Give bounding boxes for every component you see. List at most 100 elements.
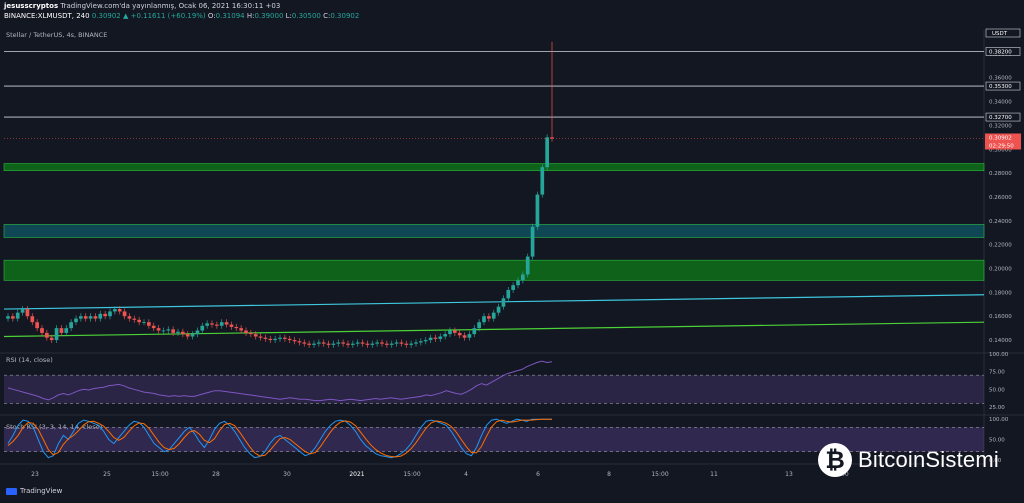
candle-body — [307, 343, 311, 345]
stoch-tick-label: 0.00 — [989, 458, 1002, 464]
candle-body — [113, 309, 117, 312]
candle-body — [535, 194, 540, 227]
rsi-line — [7, 360, 553, 402]
candle-body — [394, 342, 399, 344]
candle-body — [30, 316, 35, 323]
candle-body — [142, 322, 146, 323]
support-zone — [3, 163, 985, 172]
candle-body — [117, 309, 122, 312]
price-tick-label: 0.30000 — [989, 147, 1012, 153]
tradingview-logo[interactable]: TradingView — [6, 487, 62, 495]
candle-body — [482, 316, 486, 323]
candle-body — [181, 331, 185, 335]
candle-body — [127, 316, 132, 319]
candle-body — [321, 342, 326, 344]
time-tick-label: 6 — [536, 471, 540, 478]
candle-body — [15, 312, 20, 319]
candle-body — [375, 342, 379, 344]
candle-body — [297, 341, 302, 343]
time-tick-label: 25 — [103, 471, 111, 478]
candle-body — [521, 274, 525, 281]
price-tick-label: 0.28000 — [989, 171, 1012, 177]
rsi-tick-label: 50.00 — [989, 387, 1005, 393]
candle-body — [365, 343, 370, 345]
candle-body — [215, 324, 219, 326]
candle-body — [83, 316, 88, 319]
time-tick-label: 15:00 — [651, 471, 668, 478]
close-label: C: — [323, 12, 331, 20]
high-value: 0.39000 — [254, 12, 284, 20]
candle-body — [239, 328, 243, 331]
candle-body — [132, 318, 137, 320]
last-price-box — [985, 133, 1021, 142]
footer — [0, 482, 1024, 503]
candle-body — [453, 330, 457, 333]
candle-body — [326, 343, 331, 345]
candle-body — [268, 338, 273, 341]
candle-body — [224, 322, 229, 325]
level-label-box — [985, 47, 1021, 56]
publisher-name[interactable]: jesusscryptos — [4, 2, 59, 10]
candle-body — [287, 338, 292, 341]
price-tick-label: 0.26000 — [989, 195, 1012, 201]
candle-body — [283, 337, 287, 339]
open-value: 0.31094 — [215, 12, 245, 20]
bitcoin-coin-icon: ₿ — [818, 443, 852, 477]
low-value: 0.30500 — [291, 12, 321, 20]
candle-body — [40, 328, 44, 333]
candle-body — [219, 322, 224, 326]
price-tick-label: 0.32000 — [989, 123, 1012, 129]
price-tick-label: 0.14000 — [989, 338, 1012, 344]
candle-body — [74, 318, 78, 323]
symbol-label[interactable]: BINANCE:XLMUSDT, 240 — [4, 12, 90, 20]
candle-body — [98, 313, 103, 319]
candle-body — [423, 340, 428, 342]
candle-body — [249, 332, 253, 335]
candle-body — [292, 340, 297, 342]
countdown-label: 02:29:50 — [989, 144, 1014, 150]
candle-body — [404, 343, 409, 345]
candle-body — [433, 337, 438, 339]
level-label-box — [985, 112, 1021, 122]
stoch-k-line — [7, 418, 552, 459]
time-tick-label: 11 — [710, 471, 718, 478]
candle-body — [49, 337, 54, 341]
rsi-tick-label: 75.00 — [989, 370, 1005, 376]
time-tick-label: 15:00 — [151, 471, 168, 478]
stoch-pane-title: Stoch RSI (3, 3, 14, 14, close) — [6, 423, 102, 431]
bitcoinsistemi-watermark: ₿ BitcoinSistemi — [818, 443, 999, 477]
candle-body — [200, 325, 205, 331]
chart-header: jesusscryptos TradingView.com'da yayınla… — [0, 0, 1024, 30]
trendline — [3, 294, 985, 310]
candle-body — [64, 328, 69, 333]
candle-body — [496, 306, 501, 313]
publish-line: jesusscryptos TradingView.com'da yayınla… — [4, 2, 280, 10]
candle-body — [511, 285, 515, 290]
time-tick-label: 13 — [785, 471, 793, 478]
price-tick-label: 0.18000 — [989, 290, 1012, 296]
symbol-line: BINANCE:XLMUSDT, 240 0.30902 ▲ +0.11611 … — [4, 12, 359, 20]
time-tick-label: 2021 — [349, 471, 364, 478]
time-tick-label: 15:00 — [403, 471, 420, 478]
stoch-band — [4, 427, 984, 452]
rsi-pane-title: RSI (14, close) — [6, 356, 53, 364]
candle-body — [448, 330, 452, 335]
currency-box — [985, 28, 1021, 38]
candle-body — [317, 342, 321, 344]
candle-body — [530, 226, 535, 257]
rsi-band — [4, 375, 984, 404]
candle-body — [462, 335, 467, 338]
candle-body — [210, 323, 214, 325]
candle-body — [545, 137, 549, 168]
candle-body — [385, 343, 389, 345]
candle-body — [351, 343, 355, 345]
candle-body — [166, 329, 171, 331]
candle-body — [234, 326, 239, 329]
candle-body — [380, 342, 384, 344]
candle-body — [151, 325, 156, 329]
candle-body — [6, 316, 10, 319]
support-zone — [3, 259, 985, 281]
candle-body — [409, 343, 413, 345]
candle-body — [205, 323, 209, 326]
